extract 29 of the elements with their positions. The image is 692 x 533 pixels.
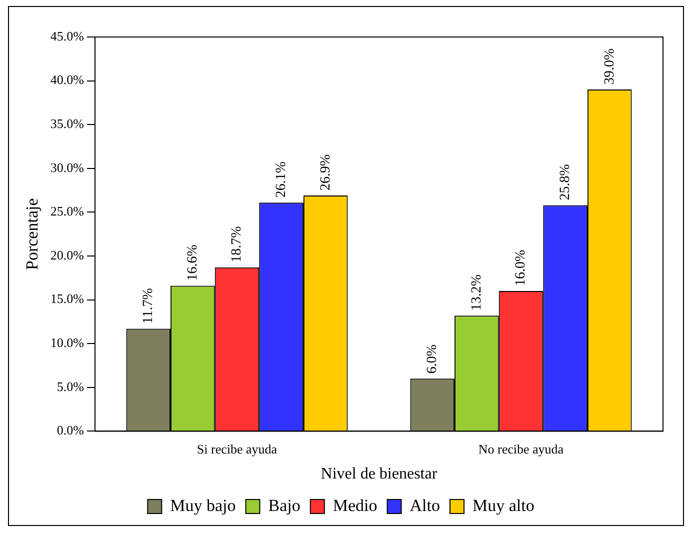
data-label: 13.2% [469, 274, 484, 311]
legend-label: Muy alto [472, 496, 534, 515]
data-label: 16.0% [514, 250, 529, 286]
y-tick-label: 0.0% [56, 422, 84, 438]
x-tick-label: No recibe ayuda [478, 441, 564, 456]
y-tick-label: 20.0% [50, 247, 84, 262]
y-tick-label: 30.0% [50, 160, 84, 175]
y-axis-title: Porcentaje [22, 198, 42, 270]
legend-label: Muy bajo [170, 496, 236, 515]
y-tick-label: 25.0% [50, 204, 84, 219]
data-label: 26.9% [318, 154, 334, 191]
data-label: 39.0% [602, 48, 618, 85]
data-label: 16.6% [185, 244, 200, 281]
legend-label: Alto [410, 496, 440, 515]
data-label: 26.1% [274, 161, 289, 198]
legend-label: Medio [332, 496, 378, 515]
data-label: 25.8% [558, 164, 573, 200]
legend-label: Bajo [268, 496, 300, 515]
data-label: 18.7% [230, 226, 245, 262]
data-label: 11.7% [141, 288, 156, 324]
y-tick-label: 5.0% [56, 378, 84, 394]
y-tick-label: 35.0% [50, 116, 84, 132]
y-tick-label: 10.0% [50, 335, 84, 350]
y-tick-label: 45.0% [50, 28, 84, 44]
data-label: 6.0% [425, 344, 440, 374]
y-tick-label: 15.0% [50, 291, 84, 306]
y-tick-label: 40.0% [50, 72, 84, 88]
x-tick-label: Si recibe ayuda [196, 441, 278, 456]
x-axis-title: Nivel de bienestar [320, 466, 438, 483]
